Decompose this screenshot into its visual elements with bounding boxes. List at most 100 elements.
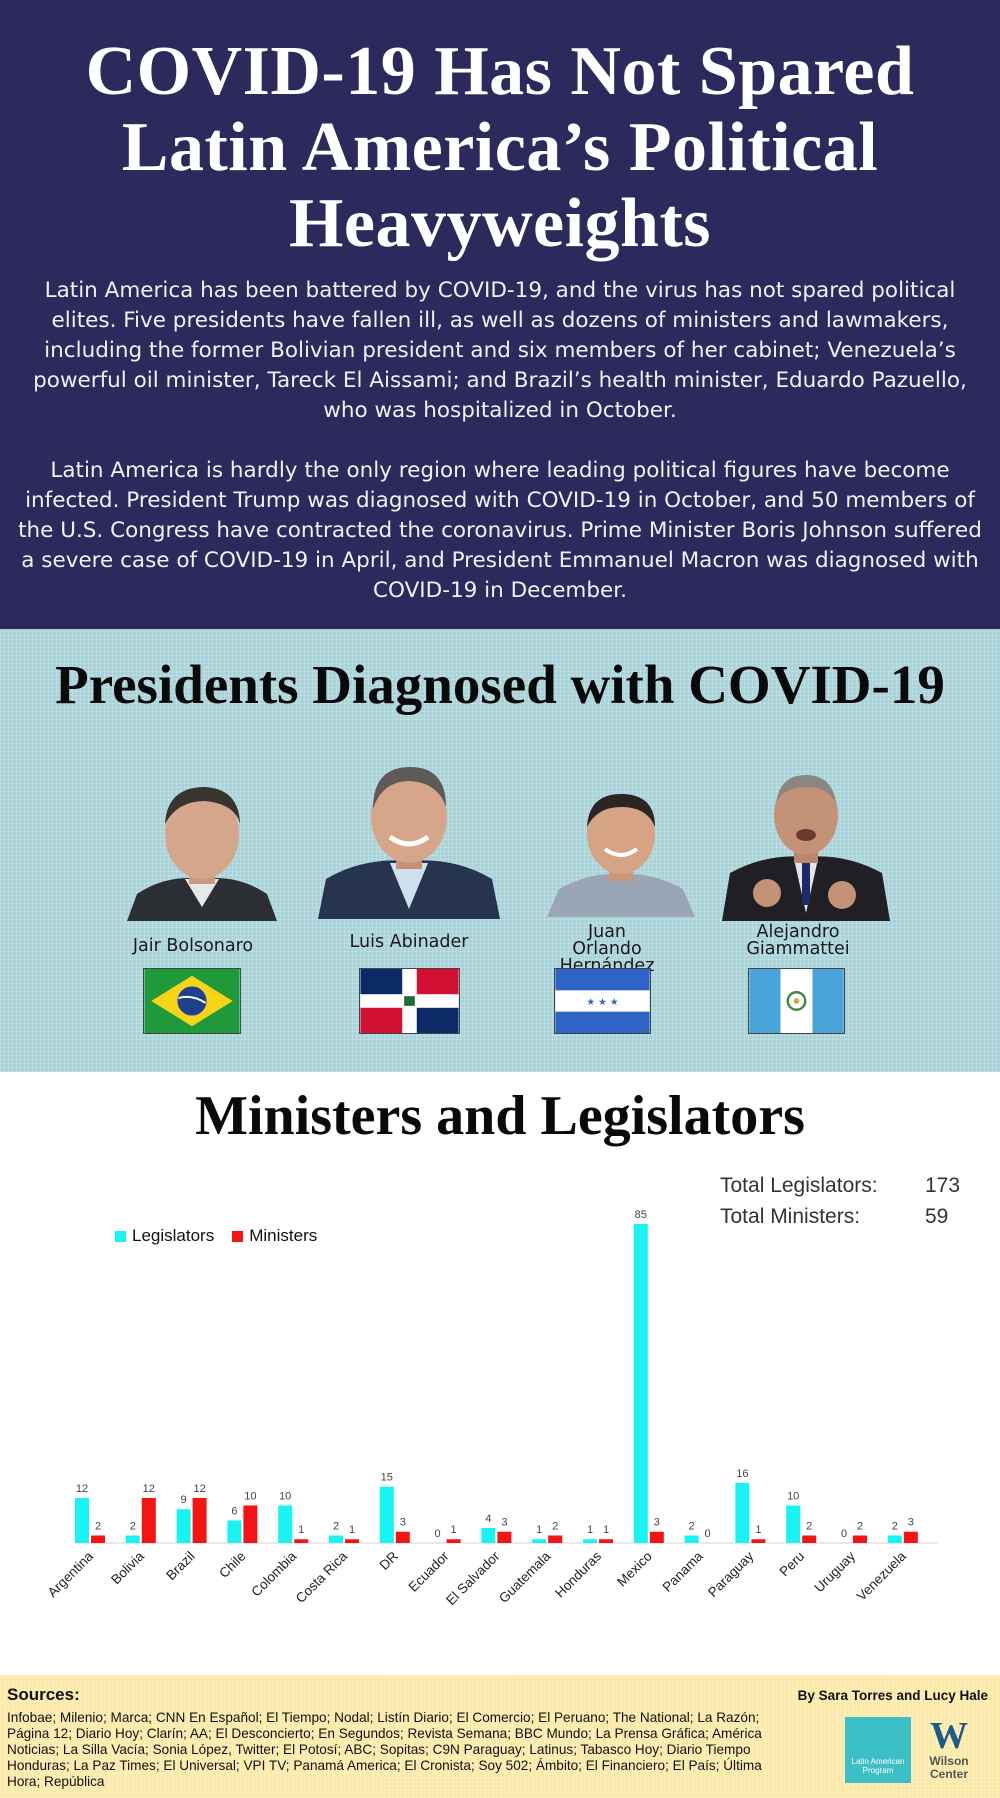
president-name-abinader: Luis Abinader	[349, 932, 469, 952]
data-label-ministers-el-salvador: 3	[501, 1517, 507, 1529]
bar-legislators-venezuela	[887, 1535, 902, 1543]
president-name-bolsonaro: Jair Bolsonaro	[132, 936, 254, 956]
data-label-ministers-chile: 10	[244, 1490, 256, 1502]
data-label-ministers-dr: 3	[400, 1517, 406, 1529]
bar-ministers-chile	[243, 1505, 258, 1543]
bar-ministers-el-salvador	[497, 1531, 512, 1543]
sources-text: Infobae; Milenio; Marca; CNN En Español;…	[7, 1710, 762, 1789]
x-tick-label-brazil: Brazil	[163, 1549, 197, 1583]
bar-ministers-guatemala	[548, 1535, 563, 1543]
data-label-legislators-costa-rica: 2	[333, 1520, 339, 1532]
bar-ministers-costa-rica	[345, 1539, 359, 1543]
legend-label-ministers: Ministers	[249, 1226, 318, 1245]
total-ministers-label: Total Ministers:	[720, 1205, 861, 1228]
legend-swatch-legislators	[115, 1230, 126, 1242]
president-name-giammattei: Alejandro Giammattei	[746, 922, 850, 959]
bar-ministers-mexico	[649, 1531, 664, 1543]
latin-american-program-logo: Latin American Program	[845, 1717, 911, 1783]
data-label-legislators-guatemala: 1	[536, 1524, 542, 1536]
x-tick-label-mexico: Mexico	[614, 1549, 655, 1590]
legend-item-ministers: Ministers	[232, 1226, 317, 1246]
title-line-3: Heavyweights	[288, 185, 712, 262]
total-ministers-value: 59	[925, 1205, 949, 1228]
bar-legislators-panama	[684, 1535, 699, 1543]
data-label-ministers-guatemala: 2	[552, 1520, 558, 1532]
legend-swatch-ministers	[232, 1230, 244, 1242]
bar-ministers-dr	[395, 1531, 410, 1543]
data-label-legislators-el-salvador: 4	[485, 1513, 491, 1525]
bar-ministers-venezuela	[903, 1531, 918, 1543]
bar-legislators-mexico	[633, 1224, 648, 1543]
legend-item-legislators: Legislators	[115, 1226, 214, 1246]
total-ministers-row: Total Ministers: 59	[720, 1201, 960, 1232]
x-tick-label-paraguay: Paraguay	[705, 1548, 757, 1600]
x-tick-label-guatemala: Guatemala	[496, 1548, 554, 1606]
data-label-ministers-colombia: 1	[298, 1524, 304, 1536]
latin-american-program-logo-text: Latin American Program	[851, 1757, 905, 1775]
honduras-flag: ★ ★ ★	[554, 968, 651, 1034]
intro-paragraph-2: Latin America is hardly the only region …	[18, 458, 982, 603]
bar-legislators-el-salvador	[481, 1527, 496, 1543]
data-label-legislators-dr: 15	[381, 1472, 393, 1484]
bar-ministers-peru	[802, 1535, 817, 1543]
data-label-legislators-venezuela: 2	[892, 1520, 898, 1532]
hernandez-photo	[547, 793, 695, 917]
bar-legislators-peru	[786, 1505, 801, 1543]
x-tick-label-argentina: Argentina	[45, 1548, 97, 1600]
data-label-legislators-brazil: 9	[181, 1494, 187, 1506]
bar-legislators-honduras	[583, 1539, 597, 1543]
bar-legislators-costa-rica	[329, 1535, 343, 1543]
data-label-legislators-paraguay: 16	[736, 1468, 748, 1480]
bar-ministers-paraguay	[751, 1539, 766, 1543]
x-tick-label-el-salvador: El Salvador	[443, 1548, 503, 1608]
bar-legislators-chile	[227, 1520, 242, 1543]
bar-ministers-bolivia	[141, 1497, 156, 1543]
data-label-ministers-uruguay: 2	[857, 1520, 863, 1532]
wilson-center-mark: W	[930, 1715, 968, 1757]
data-label-ministers-peru: 2	[806, 1520, 812, 1532]
dominican-republic-flag	[359, 968, 460, 1034]
x-tick-label-peru: Peru	[777, 1549, 808, 1580]
bar-legislators-bolivia	[125, 1535, 140, 1543]
data-label-legislators-chile: 6	[231, 1505, 237, 1517]
x-tick-label-ecuador: Ecuador	[406, 1548, 453, 1595]
data-label-ministers-paraguay: 1	[755, 1524, 761, 1536]
bar-legislators-brazil	[176, 1509, 191, 1543]
giammattei-photo	[722, 775, 890, 921]
bar-legislators-guatemala	[532, 1539, 547, 1543]
x-tick-label-venezuela: Venezuela	[854, 1548, 910, 1604]
data-label-ministers-costa-rica: 1	[349, 1524, 355, 1536]
bar-legislators-paraguay	[735, 1482, 750, 1543]
wilson-center-logo-text: Wilson Center	[929, 1754, 969, 1781]
bar-legislators-colombia	[278, 1505, 293, 1543]
bolsonaro-photo	[127, 787, 277, 921]
data-label-ministers-ecuador: 1	[451, 1524, 457, 1536]
sources-title: Sources:	[7, 1685, 80, 1704]
data-label-legislators-mexico: 85	[635, 1209, 647, 1221]
bar-legislators-argentina	[75, 1497, 89, 1543]
footer: Sources: Infobae; Milenio; Marca; CNN En…	[0, 1675, 1000, 1798]
abinader-photo	[318, 767, 500, 919]
x-tick-label-panama: Panama	[660, 1548, 707, 1595]
data-label-ministers-venezuela: 3	[908, 1517, 914, 1529]
byline: By Sara Torres and Lucy Hale	[797, 1688, 988, 1703]
total-legislators-row: Total Legislators: 173	[720, 1170, 960, 1201]
data-label-legislators-bolivia: 2	[130, 1520, 136, 1532]
data-label-ministers-panama: 0	[705, 1528, 711, 1540]
x-tick-label-dr: DR	[377, 1548, 402, 1573]
total-legislators-label: Total Legislators:	[720, 1174, 878, 1197]
data-label-ministers-honduras: 1	[603, 1524, 609, 1536]
bar-ministers-argentina	[91, 1535, 105, 1543]
main-title: COVID-19 Has Not Spared Latin America’s …	[0, 0, 1000, 262]
x-tick-label-chile: Chile	[216, 1549, 248, 1581]
data-label-ministers-argentina: 2	[95, 1520, 101, 1532]
data-label-legislators-peru: 10	[787, 1490, 799, 1502]
wilson-center-logo: W Wilson Center	[921, 1717, 977, 1781]
chart-legend: Legislators Ministers	[115, 1226, 335, 1246]
intro-section: COVID-19 Has Not Spared Latin America’s …	[0, 0, 1000, 629]
data-label-legislators-ecuador: 0	[435, 1528, 441, 1540]
x-tick-label-bolivia: Bolivia	[108, 1548, 147, 1587]
bar-ministers-uruguay	[853, 1535, 867, 1543]
bar-ministers-ecuador	[446, 1539, 461, 1543]
guatemala-flag	[748, 968, 845, 1034]
